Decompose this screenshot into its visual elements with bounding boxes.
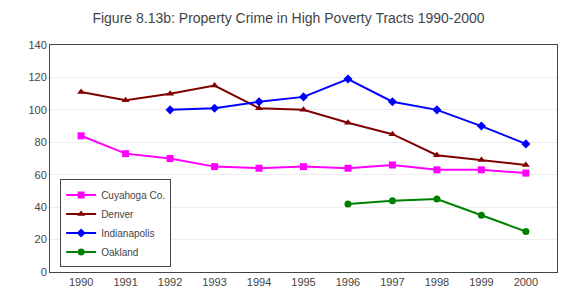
svg-text:140: 140: [28, 39, 46, 51]
svg-text:1992: 1992: [158, 276, 182, 288]
svg-text:80: 80: [35, 136, 47, 148]
svg-text:1999: 1999: [469, 276, 493, 288]
svg-text:Oakland: Oakland: [101, 247, 138, 258]
svg-text:Denver: Denver: [101, 209, 134, 220]
svg-text:100: 100: [28, 104, 46, 116]
svg-text:1997: 1997: [380, 276, 404, 288]
svg-text:Indianapolis: Indianapolis: [101, 228, 154, 239]
svg-text:40: 40: [35, 201, 47, 213]
svg-text:Figure 8.13b: Property Crime i: Figure 8.13b: Property Crime in High Pov…: [92, 10, 484, 26]
svg-text:1993: 1993: [202, 276, 226, 288]
svg-text:1998: 1998: [425, 276, 449, 288]
svg-text:1996: 1996: [336, 276, 360, 288]
svg-text:1990: 1990: [69, 276, 93, 288]
svg-text:1995: 1995: [291, 276, 315, 288]
svg-text:120: 120: [28, 71, 46, 83]
svg-text:20: 20: [35, 233, 47, 245]
svg-text:60: 60: [35, 169, 47, 181]
svg-text:0: 0: [41, 266, 47, 278]
svg-text:2000: 2000: [514, 276, 538, 288]
svg-text:1994: 1994: [247, 276, 271, 288]
svg-text:Cuyahoga Co.: Cuyahoga Co.: [101, 190, 165, 201]
svg-text:1991: 1991: [113, 276, 137, 288]
